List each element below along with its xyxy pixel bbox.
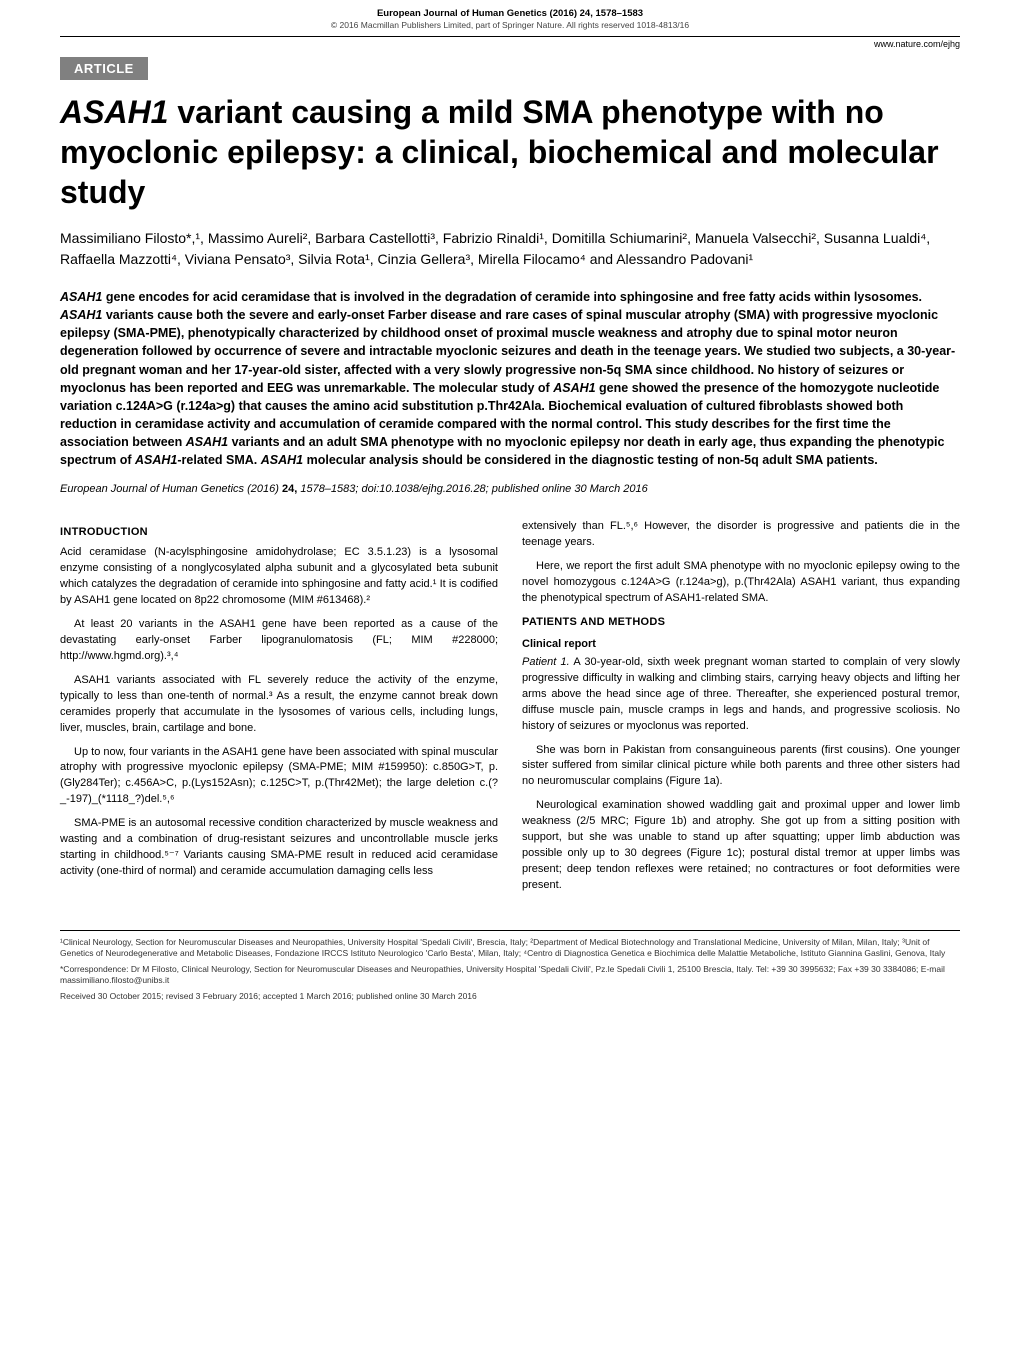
abstract-gene-1: ASAH1 [60,290,102,304]
affiliations: ¹Clinical Neurology, Section for Neuromu… [0,937,1020,964]
abstract-text-6: molecular analysis should be considered … [303,453,878,467]
title-gene: ASAH1 [60,94,168,130]
right-p5: Neurological examination showed waddling… [522,798,960,894]
right-p2: Here, we report the first adult SMA phen… [522,559,960,607]
subheading-clinical-report: Clinical report [522,637,960,653]
journal-header: European Journal of Human Genetics (2016… [0,0,1020,32]
right-column: extensively than FL.⁵,⁶ However, the dis… [522,519,960,902]
citation-volume: 24, [282,483,297,495]
footer-rule [60,930,960,931]
citation-pages: 1578–1583; doi:10.1038/ejhg.2016.28; pub… [297,483,647,495]
abstract-text-5: -related SMA. [177,453,260,467]
citation-line: European Journal of Human Genetics (2016… [0,479,1020,519]
abstract-gene-6: ASAH1 [261,453,303,467]
intro-p4: Up to now, four variants in the ASAH1 ge… [60,745,498,809]
author-list: Massimiliano Filosto*,¹, Massimo Aureli²… [0,224,1020,282]
intro-p2: At least 20 variants in the ASAH1 gene h… [60,617,498,665]
abstract-gene-2: ASAH1 [60,308,102,322]
abstract-gene-3: ASAH1 [553,381,595,395]
website-url: www.nature.com/ejhg [0,39,1020,57]
left-column: INTRODUCTION Acid ceramidase (N-acylsphi… [60,519,498,902]
abstract-gene-4: ASAH1 [186,435,228,449]
body-columns: INTRODUCTION Acid ceramidase (N-acylsphi… [0,519,1020,902]
patient1-runin: Patient 1. [522,656,570,668]
heading-patients-methods: PATIENTS AND METHODS [522,615,960,631]
abstract-text-1: gene encodes for acid ceramidase that is… [102,290,922,304]
citation-journal: European Journal of Human Genetics [60,483,244,495]
right-p3-body: A 30-year-old, sixth week pregnant woman… [522,656,960,732]
correspondence: *Correspondence: Dr M Filosto, Clinical … [0,964,1020,991]
heading-introduction: INTRODUCTION [60,525,498,541]
article-title: ASAH1 variant causing a mild SMA phenoty… [0,86,1020,224]
header-rule [60,36,960,37]
intro-p5: SMA-PME is an autosomal recessive condit… [60,816,498,880]
intro-p1: Acid ceramidase (N-acylsphingosine amido… [60,545,498,609]
received-dates: Received 30 October 2015; revised 3 Febr… [0,991,1020,1019]
abstract: ASAH1 gene encodes for acid ceramidase t… [0,282,1020,479]
citation-year: (2016) [244,483,282,495]
intro-p3: ASAH1 variants associated with FL severe… [60,673,498,737]
title-rest: variant causing a mild SMA phenotype wit… [60,94,939,210]
right-p1: extensively than FL.⁵,⁶ However, the dis… [522,519,960,551]
right-p3: Patient 1. A 30-year-old, sixth week pre… [522,655,960,735]
right-p4: She was born in Pakistan from consanguin… [522,743,960,791]
article-badge: ARTICLE [60,57,148,80]
abstract-gene-5: ASAH1 [135,453,177,467]
copyright-line: © 2016 Macmillan Publishers Limited, par… [0,20,1020,30]
journal-title: European Journal of Human Genetics (2016… [0,8,1020,19]
